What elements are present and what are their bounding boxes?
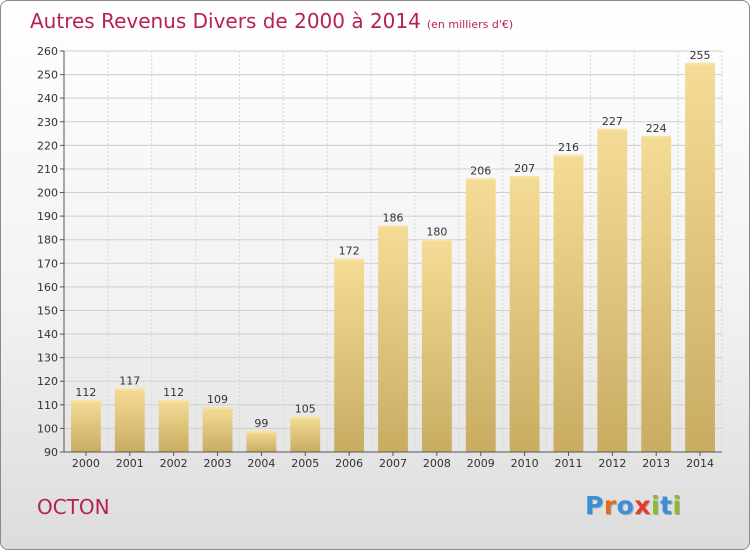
bar-highlight <box>685 62 715 65</box>
y-tick-label: 210 <box>37 163 58 176</box>
bar-value-label: 109 <box>207 393 228 406</box>
bar <box>509 176 540 453</box>
y-tick-label: 220 <box>37 139 58 152</box>
bar-highlight <box>553 154 584 157</box>
bar-value-label: 112 <box>75 386 96 399</box>
bar-value-label: 224 <box>646 122 667 135</box>
bar <box>685 62 715 452</box>
bar-value-label: 112 <box>163 386 184 399</box>
chart-title: Autres Revenus Divers de 2000 à 2014 (en … <box>30 9 513 33</box>
x-tick-label: 2006 <box>335 457 363 470</box>
logo-letter: t <box>660 491 673 520</box>
bar <box>465 178 496 452</box>
y-tick-label: 90 <box>44 446 58 459</box>
y-tick-label: 130 <box>37 352 58 365</box>
logo-letter: i <box>651 491 661 520</box>
y-tick-label: 100 <box>37 422 58 435</box>
bar <box>246 430 277 452</box>
x-tick-label: 2001 <box>116 457 144 470</box>
chart-title-text: Autres Revenus Divers de 2000 à 2014 <box>30 9 421 33</box>
bar <box>202 407 233 452</box>
y-tick-label: 190 <box>37 210 58 223</box>
x-tick-label: 2011 <box>554 457 582 470</box>
bar-highlight <box>158 400 189 403</box>
logo-letter: i <box>672 491 682 520</box>
y-tick-label: 240 <box>37 92 58 105</box>
y-tick-label: 110 <box>37 399 58 412</box>
bar <box>71 400 101 452</box>
bar-highlight <box>641 135 672 138</box>
x-tick-label: 2005 <box>291 457 319 470</box>
x-tick-label: 2003 <box>204 457 232 470</box>
y-tick-label: 260 <box>37 45 58 58</box>
bar <box>334 258 365 452</box>
bar <box>114 388 145 452</box>
y-axis: 90 100 110 120 130 140 150 160 170 180 190 200 210 22… <box>37 45 65 459</box>
bar-value-label: 117 <box>119 374 140 387</box>
x-axis: 2000 2001 2002 2003 2004 2005 2006 2007 2008 2009… <box>64 451 722 470</box>
logo-letter: r <box>603 491 617 520</box>
bar-value-label: 105 <box>295 403 316 416</box>
x-tick-label: 2009 <box>467 457 495 470</box>
y-tick-label: 230 <box>37 116 58 129</box>
bar <box>290 416 321 452</box>
logo-letter: P <box>585 491 604 520</box>
bar-value-label: 207 <box>514 162 535 175</box>
proxiti-logo: Proxiti <box>585 491 682 520</box>
bar <box>597 128 628 452</box>
y-tick-label: 140 <box>37 328 58 341</box>
bar-highlight <box>597 128 628 131</box>
logo-letter: x <box>634 491 651 520</box>
bar-value-label: 186 <box>383 212 404 225</box>
x-tick-label: 2004 <box>247 457 275 470</box>
bar-value-label: 227 <box>602 115 623 128</box>
bar-value-label: 255 <box>690 49 711 62</box>
bar-highlight <box>290 416 321 419</box>
bar <box>553 154 584 452</box>
bar-highlight <box>334 258 365 261</box>
y-tick-label: 170 <box>37 257 58 270</box>
x-tick-label: 2012 <box>598 457 626 470</box>
bar-highlight <box>509 176 540 179</box>
bar-highlight <box>202 407 233 410</box>
bar <box>421 239 452 452</box>
bar <box>158 400 189 452</box>
x-tick-label: 2014 <box>686 457 714 470</box>
bar-highlight <box>421 239 452 242</box>
y-tick-label: 250 <box>37 69 58 82</box>
x-tick-label: 2010 <box>511 457 539 470</box>
x-tick-label: 2008 <box>423 457 451 470</box>
x-tick-label: 2000 <box>72 457 100 470</box>
y-tick-label: 200 <box>37 187 58 200</box>
bars: 112 117 112 109 99 105 172 186 180 206 207 216 227 22… <box>71 49 715 453</box>
bar-value-label: 206 <box>470 164 491 177</box>
y-tick-label: 120 <box>37 375 58 388</box>
x-tick-label: 2002 <box>160 457 188 470</box>
y-tick-label: 150 <box>37 304 58 317</box>
bar-highlight <box>71 400 101 403</box>
bar-value-label: 99 <box>254 417 268 430</box>
bar-highlight <box>378 225 408 228</box>
y-tick-label: 180 <box>37 234 58 247</box>
bar <box>378 225 408 452</box>
city-name: OCTON <box>37 495 110 519</box>
x-tick-label: 2007 <box>379 457 407 470</box>
bar-highlight <box>246 430 277 433</box>
bar-highlight <box>465 178 496 181</box>
bar <box>641 135 672 452</box>
bar-value-label: 216 <box>558 141 579 154</box>
bar-value-label: 172 <box>339 245 360 258</box>
x-tick-label: 2013 <box>642 457 670 470</box>
bar-highlight <box>114 388 145 391</box>
logo-letter: o <box>616 491 635 520</box>
chart-unit: (en milliers d'€) <box>426 18 514 31</box>
bar-value-label: 180 <box>426 226 447 239</box>
y-tick-label: 160 <box>37 281 58 294</box>
